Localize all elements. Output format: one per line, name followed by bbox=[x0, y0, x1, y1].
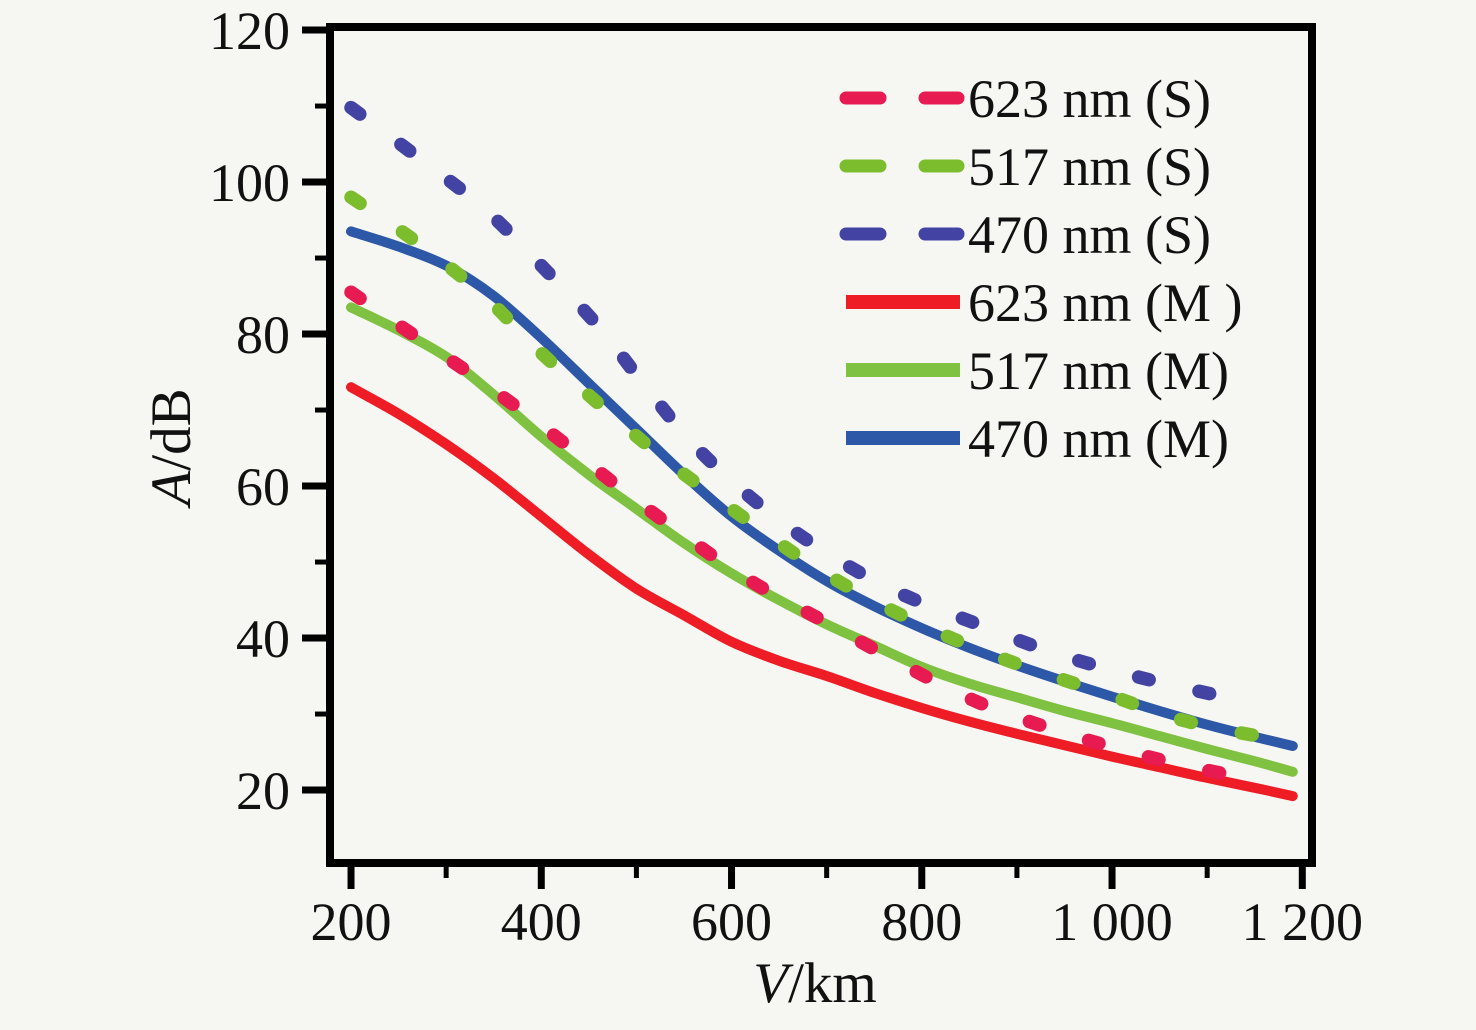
y-tick-label: 20 bbox=[236, 761, 290, 821]
y-tick-label: 120 bbox=[209, 1, 290, 61]
legend-entry-517nm-m: 517 nm (M) bbox=[846, 341, 1229, 401]
series-470-nm-m bbox=[346, 226, 1298, 751]
legend-label: 623 nm (M ) bbox=[968, 273, 1242, 333]
legend-entry-623nm-s: 623 nm (S) bbox=[839, 69, 1211, 129]
legend-label: 517 nm (S) bbox=[968, 137, 1211, 197]
x-axis-title: V/km bbox=[753, 952, 877, 1015]
series-layer bbox=[344, 100, 1298, 802]
x-tick-label: 800 bbox=[881, 892, 962, 952]
y-tick-label: 80 bbox=[236, 305, 290, 365]
x-tick-label: 1 000 bbox=[1051, 892, 1173, 952]
y-tick-label: 60 bbox=[236, 457, 290, 517]
legend-label: 623 nm (S) bbox=[968, 69, 1211, 129]
legend-label: 470 nm (M) bbox=[968, 409, 1229, 469]
x-tick-label: 600 bbox=[691, 892, 772, 952]
series-623-nm-m bbox=[346, 382, 1298, 802]
legend-entry-470nm-s: 470 nm (S) bbox=[839, 205, 1211, 265]
y-axis-unit: /dB bbox=[140, 388, 203, 470]
x-axis-unit: /km bbox=[788, 952, 877, 1015]
x-axis-variable: V bbox=[753, 952, 794, 1015]
x-tick-label: 200 bbox=[311, 892, 392, 952]
legend: 623 nm (S) 517 nm (S) 470 nm (S) 623 nm … bbox=[839, 69, 1242, 469]
x-tick-label: 1 200 bbox=[1242, 892, 1364, 952]
y-axis-title: A/dB bbox=[140, 388, 203, 509]
y-axis-variable: A bbox=[140, 470, 203, 510]
legend-entry-470nm-m: 470 nm (M) bbox=[846, 409, 1229, 469]
x-tick-label: 400 bbox=[501, 892, 582, 952]
ticks-layer: 200 400 600 800 1 000 1 200 20 40 60 80 100 120 bbox=[209, 1, 1363, 952]
legend-entry-623nm-m: 623 nm (M ) bbox=[846, 273, 1242, 333]
y-tick-label: 40 bbox=[236, 609, 290, 669]
legend-label: 470 nm (S) bbox=[968, 205, 1211, 265]
plot-frame bbox=[326, 23, 1316, 867]
legend-entry-517nm-s: 517 nm (S) bbox=[839, 137, 1211, 197]
legend-label: 517 nm (M) bbox=[968, 341, 1229, 401]
series-623-nm-s bbox=[344, 285, 1262, 787]
y-tick-label: 100 bbox=[209, 153, 290, 213]
